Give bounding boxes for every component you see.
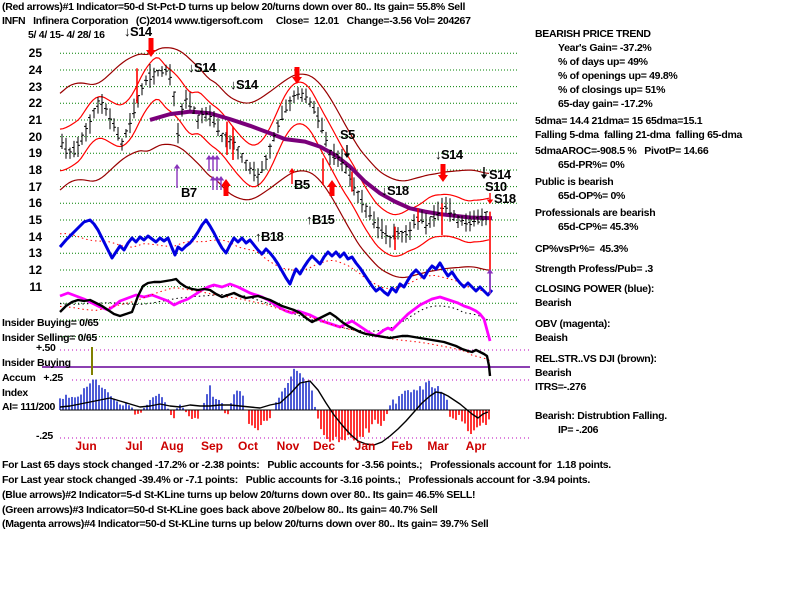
month-label: Aug [160,439,184,453]
left-pane-label: Insider Selling= 0/65 [2,332,97,344]
right-panel-line: BEARISH PRICE TREND [535,28,651,40]
price-tick-label: 24 [28,62,42,77]
signal-annotation: S14 [489,167,511,182]
price-tick-label: 20 [28,129,42,144]
right-panel-line: Public is bearish [535,176,614,188]
right-panel-line: 65d-PR%= 0% [558,159,625,171]
signal-annotation: ↑B18 [255,229,284,244]
footer-line: (Blue arrows)#2 Indicator=5-d St-KLine t… [2,489,476,501]
right-panel-line: Falling 5-dma falling 21-dma falling 65-… [535,129,743,141]
signal-annotation: ↓S14 [230,77,258,92]
right-panel-line: % of days up= 49% [558,56,648,68]
price-tick-label: 18 [28,162,42,177]
price-tick-label: 23 [28,79,42,94]
right-panel-line: 65-day gain= -17.2% [558,98,653,110]
footer-line: (Magenta arrows)#4 Indicator=50-d St-KLi… [2,518,489,530]
month-label: Sep [200,439,223,453]
signal-annotation: S10 [485,179,507,194]
footer-line: For Last 65 days stock changed -17.2% or… [2,459,611,471]
right-panel-line: 65d-OP%= 0% [558,190,626,202]
month-label: Feb [391,439,413,453]
month-label: Apr [465,439,487,453]
right-panel-line: Professionals are bearish [535,207,656,219]
right-panel-line: 65d-CP%= 45.3% [558,221,639,233]
right-panel-line: Year's Gain= -37.2% [558,42,652,54]
right-panel-line: 5dma= 14.4 21dma= 15 65dma=15.1 [535,115,703,127]
signal-annotation: B7 [181,185,197,200]
signal-annotation: ↓S14 [124,24,152,39]
signal-annotation: ↓S18 [381,183,409,198]
right-panel-line: IP= -.206 [558,424,599,436]
price-tick-label: 17 [28,179,42,194]
price-tick-label: 25 [28,46,42,61]
right-panel-line: % of openings up= 49.8% [558,70,678,82]
right-panel-line: OBV (magenta): [535,318,611,330]
month-label: Nov [276,439,300,453]
month-label: Jan [354,439,376,453]
right-panel-line: Bearish [535,367,572,379]
footer-line: For Last year stock changed -39.4% or -7… [2,474,590,486]
signal-annotation: ↓S14 [435,147,463,162]
right-panel-line: Beaish [535,332,568,344]
indicator1-caption: (Red arrows)#1 Indicator=50-d St-Pct-D t… [2,1,466,13]
ticker-header: INFN Infinera Corporation (C)2014 www.ti… [2,15,471,27]
left-pane-label: Insider Buying= 0/65 [2,317,99,329]
right-panel-line: Bearish: Distrubtion Falling. [535,410,667,422]
left-pane-label: +.50 [36,342,56,354]
price-tick-label: 19 [28,146,42,161]
price-tick-label: 12 [28,262,42,277]
price-tick-label: 13 [28,246,42,261]
left-pane-label: Index [2,387,28,399]
right-panel-line: CP%vsPr%= 45.3% [535,243,628,255]
right-panel-line: Strength Profess/Pub= .3 [535,263,653,275]
signal-annotation: B5 [294,177,310,192]
signal-annotation: ↑B15 [306,212,335,227]
signal-annotation: S5 [340,127,355,142]
month-label: Jul [125,439,143,453]
month-label: Oct [237,439,258,453]
right-panel-line: ITRS=-.276 [535,381,586,393]
month-label: Mar [427,439,449,453]
price-tick-label: 21 [28,112,42,127]
price-tick-label: 16 [28,196,42,211]
right-panel-line: CLOSING POWER (blue): [535,283,655,295]
signal-annotation: ↓S14 [188,60,216,75]
price-tick-label: 15 [28,212,42,227]
left-pane-label: Insider Buying [2,357,71,369]
date-range: 5/ 4/ 15- 4/ 28/ 16 [28,29,105,41]
right-panel-line: 5dmaAROC=-908.5 % PivotP= 14.66 [535,145,709,157]
price-tick-label: 11 [29,279,42,294]
right-panel-line: % of closings up= 51% [558,84,666,96]
signal-annotation: S18 [494,191,516,206]
right-panel-line: Bearish [535,297,572,309]
price-tick-label: 22 [28,96,42,111]
left-pane-label: -.25 [36,430,53,442]
left-pane-label: Accum +.25 [2,372,63,384]
left-pane-label: AI= 111/200 [2,401,56,413]
month-label: Jun [75,439,97,453]
footer-line: (Green arrows)#3 Indicator=50-d St-KLine… [2,504,438,516]
month-label: Dec [312,439,335,453]
right-panel-line: REL.STR..VS DJI (brown): [535,353,657,365]
price-tick-label: 14 [28,229,42,244]
